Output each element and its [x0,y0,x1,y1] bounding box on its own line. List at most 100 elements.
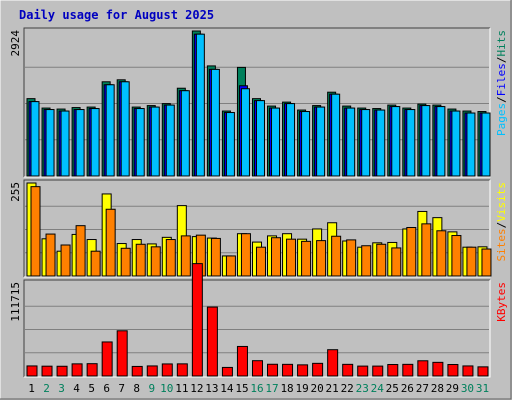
legend-kbytes: KBytes [495,282,508,322]
bar-kbytes-day-5 [86,363,98,377]
x-tick-label-17: 17 [265,382,278,395]
bar-sites-day-21 [331,235,342,277]
bar-sites-day-27 [421,223,432,277]
bar-kbytes-day-2 [41,365,53,377]
bar-kbytes-day-20 [312,362,324,377]
frame-highlight [24,28,491,178]
x-tick-label-27: 27 [416,382,429,395]
panels: 2924Pages/Files/Hits255Sites/Visits11171… [9,27,508,378]
bar-pages-day-7 [120,81,130,177]
x-tick-label-24: 24 [371,382,385,395]
x-tick-label-14: 14 [220,382,234,395]
bar-sites-day-19 [301,240,312,277]
y-max-label: 2924 [9,30,22,57]
legend-hits: Pages/Files/Hits [495,30,508,136]
bar-sites-day-22 [346,239,357,277]
bar-pages-day-5 [90,108,100,177]
bar-pages-day-29 [451,110,461,177]
bar-pages-day-8 [135,108,145,177]
series-sites [30,186,492,277]
bar-sites-day-13 [210,237,221,277]
frame-highlight [24,280,491,378]
bar-kbytes-day-9 [146,365,158,377]
bar-sites-day-31 [481,248,492,277]
bar-pages-day-3 [60,110,70,177]
bar-pages-day-26 [406,109,416,177]
bar-sites-day-16 [255,246,266,277]
x-tick-label-2: 2 [43,382,50,395]
bar-kbytes-day-8 [131,365,143,377]
bar-sites-day-25 [391,247,402,277]
bar-kbytes-day-13 [206,306,218,377]
x-tick-label-30: 30 [461,382,474,395]
bar-kbytes-day-27 [417,360,429,377]
series-kbytes [26,263,489,377]
bar-pages-day-28 [436,106,446,177]
bar-pages-day-15 [240,88,250,177]
bar-sites-day-5 [90,250,101,277]
x-tick-label-22: 22 [341,382,354,395]
bar-pages-day-4 [75,109,85,177]
x-tick-label-16: 16 [250,382,263,395]
bar-kbytes-day-10 [161,363,173,377]
x-tick-label-3: 3 [58,382,65,395]
legend-entry: Files [495,63,508,96]
bar-sites-day-3 [60,244,71,277]
bar-sites-day-26 [406,226,417,277]
bar-sites-day-6 [105,208,116,277]
bar-pages-day-20 [316,106,326,177]
legend-entry: Sites [495,228,508,261]
x-tick-label-6: 6 [103,382,110,395]
bar-kbytes-day-23 [357,365,369,377]
legend-entry: / [495,222,508,229]
frame-highlight [24,180,491,278]
bar-pages-day-10 [165,104,175,177]
frame-shadow [23,27,490,177]
bar-sites-day-9 [150,246,161,277]
bar-kbytes-day-15 [236,345,248,377]
bar-sites-day-11 [180,235,191,277]
bar-pages-day-22 [346,107,356,177]
bar-pages-day-27 [421,105,431,177]
panel-visits: 255 Sites/Visits [9,179,508,278]
x-tick-label-28: 28 [431,382,444,395]
bar-pages-day-1 [30,101,40,177]
bar-kbytes-day-26 [402,363,414,377]
legend-entry: / [495,57,508,64]
bar-kbytes-day-21 [327,349,339,377]
x-tick-label-20: 20 [311,382,324,395]
x-tick-label-9: 9 [148,382,155,395]
bar-pages-day-11 [180,90,190,177]
x-tick-label-11: 11 [175,382,188,395]
chart-title: Daily usage for August 2025 [19,8,214,22]
bar-kbytes-day-25 [387,364,399,377]
x-tick-label-26: 26 [401,382,414,395]
bar-pages-day-25 [391,106,401,177]
bar-kbytes-day-3 [56,365,68,377]
bar-pages-day-6 [105,84,115,177]
y-max-label: 255 [9,182,22,202]
x-tick-label-13: 13 [205,382,218,395]
bar-sites-day-7 [120,247,131,277]
x-tick-label-8: 8 [133,382,140,395]
y-max-label: 111715 [9,282,22,322]
x-tick-label-18: 18 [280,382,293,395]
bar-kbytes-day-1 [26,365,38,377]
bar-kbytes-day-24 [372,365,384,377]
bar-kbytes-day-31 [477,366,489,377]
bar-pages-day-23 [361,109,371,177]
x-tick-label-4: 4 [73,382,80,395]
bar-pages-day-9 [150,106,160,177]
x-axis-labels: 1 2 3 4 5 6 7 8 9 10 11 12 13 14 15 16 17 18 19 20 21 22 23 24 2… [28,382,489,395]
bar-sites-day-30 [466,246,477,277]
bar-kbytes-day-17 [267,363,279,377]
panel-hits: 2924 Pages/Files/Hits [9,27,508,178]
bar-pages-day-13 [210,68,220,177]
bar-pages-day-24 [376,109,386,177]
bar-sites-day-1 [30,186,41,277]
legend-entry: KBytes [495,282,508,322]
bar-kbytes-day-12 [191,263,203,377]
